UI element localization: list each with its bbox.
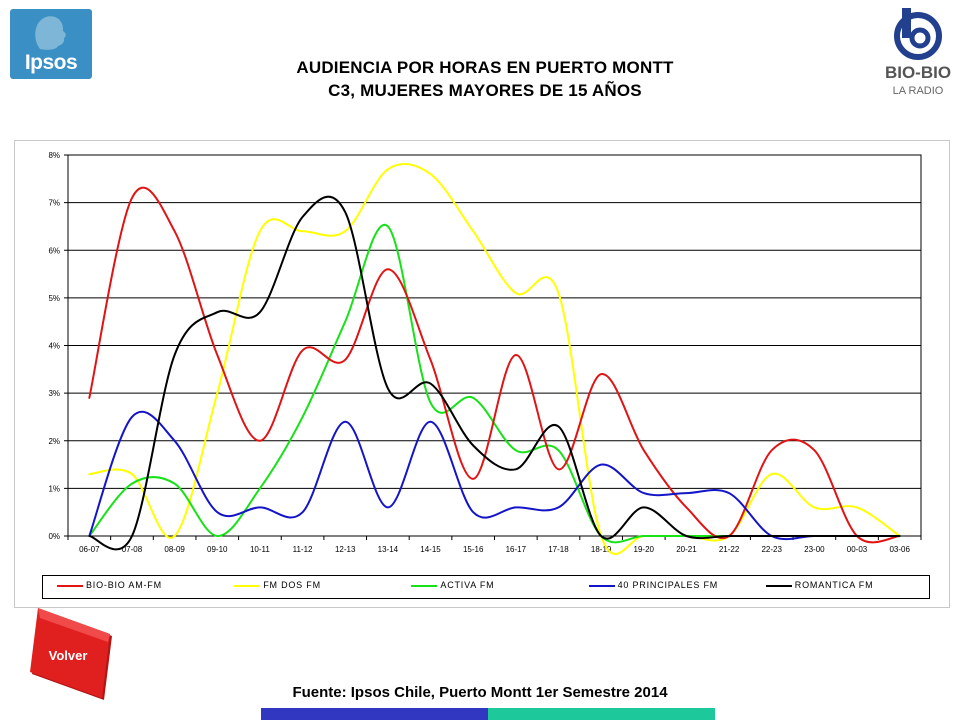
y-tick-label: 8% xyxy=(48,151,60,160)
title-line-1: AUDIENCIA POR HORAS EN PUERTO MONTT xyxy=(296,58,674,77)
legend-swatch xyxy=(765,584,792,587)
x-tick-label: 03-06 xyxy=(889,545,910,554)
legend-swatch xyxy=(588,584,615,587)
footer-bar-blue xyxy=(261,708,488,720)
y-tick-label: 7% xyxy=(48,199,60,208)
x-tick-label: 06-07 xyxy=(79,545,100,554)
chart-legend: BIO-BIO AM-FM FM DOS FM ACTIVA FM 40 PRINCI… xyxy=(42,575,930,599)
series-line-romantica-fm xyxy=(88,195,901,551)
source-note: Fuente: Ipsos Chile, Puerto Montt 1er Se… xyxy=(292,684,668,701)
legend-item: FM DOS FM xyxy=(234,580,321,594)
series-line-fm-dos-fm xyxy=(88,162,901,555)
x-tick-label: 00-03 xyxy=(847,545,868,554)
legend-item: BIO-BIO AM-FM xyxy=(57,580,162,594)
chart-title: AUDIENCIA POR HORAS EN PUERTO MONTT C3, … xyxy=(180,56,790,102)
bio-bio-logo-subtext: LA RADIO xyxy=(893,85,944,97)
x-tick-label: 22-23 xyxy=(761,545,782,554)
x-tick-label: 23-00 xyxy=(804,545,825,554)
x-tick-label: 12-13 xyxy=(335,545,356,554)
legend-label: ROMANTICA FM xyxy=(794,580,874,590)
legend-label: FM DOS FM xyxy=(263,580,321,590)
footer-bar-green xyxy=(488,708,715,720)
title-line-2: C3, MUJERES MAYORES DE 15 AÑOS xyxy=(328,81,642,100)
series-line-bio-bio-am-fm xyxy=(88,186,901,544)
volver-label: Volver xyxy=(49,648,88,663)
y-tick-label: 6% xyxy=(48,246,60,255)
bio-bio-logo: BIO-BIO LA RADIO xyxy=(882,6,954,98)
legend-swatch xyxy=(57,584,83,587)
x-tick-label: 09-10 xyxy=(207,545,228,554)
ipsos-logo: Ipsos xyxy=(10,9,92,79)
x-tick-label: 19-20 xyxy=(634,545,655,554)
series-line-40-principales-fm xyxy=(88,410,901,541)
x-tick-label: 21-22 xyxy=(719,545,740,554)
legend-swatch xyxy=(411,584,438,587)
y-tick-label: 1% xyxy=(48,484,60,493)
x-tick-label: 14-15 xyxy=(420,545,441,554)
bio-bio-logo-text: BIO-BIO xyxy=(885,63,951,82)
ipsos-head-icon xyxy=(35,16,66,50)
x-tick-label: 11-12 xyxy=(293,545,313,554)
volver-button[interactable]: Volver xyxy=(30,608,114,702)
y-tick-label: 5% xyxy=(48,294,60,303)
x-tick-label: 13-14 xyxy=(378,545,399,554)
x-tick-label: 07-08 xyxy=(122,545,143,554)
y-tick-label: 3% xyxy=(48,389,60,398)
legend-item: ROMANTICA FM xyxy=(765,580,874,594)
legend-swatch xyxy=(234,584,261,587)
x-tick-label: 08-09 xyxy=(164,545,185,554)
x-tick-label: 15-16 xyxy=(463,545,484,554)
legend-item: 40 PRINCIPALES FM xyxy=(588,580,719,594)
legend-label: BIO-BIO AM-FM xyxy=(86,580,162,590)
legend-label: 40 PRINCIPALES FM xyxy=(617,580,719,590)
y-tick-label: 2% xyxy=(48,437,60,446)
x-tick-label: 16-17 xyxy=(506,545,527,554)
y-tick-label: 0% xyxy=(48,532,60,541)
x-tick-label: 20-21 xyxy=(676,545,697,554)
series-line-activa-fm xyxy=(88,223,901,544)
x-tick-label: 10-11 xyxy=(250,545,270,554)
x-tick-label: 18-19 xyxy=(591,545,612,554)
line-chart: 0% 1% 2% 3% 4% 5% 6% 7% 8% 06-07 07-08 08-09 09-10 10… xyxy=(48,151,922,555)
ipsos-logo-text: Ipsos xyxy=(24,51,78,74)
x-tick-label: 17-18 xyxy=(548,545,569,554)
legend-item: ACTIVA FM xyxy=(411,580,494,594)
y-tick-label: 4% xyxy=(48,342,60,351)
legend-label: ACTIVA FM xyxy=(440,580,495,590)
bio-bio-emblem-icon: BIO-BIO LA RADIO xyxy=(885,8,951,97)
